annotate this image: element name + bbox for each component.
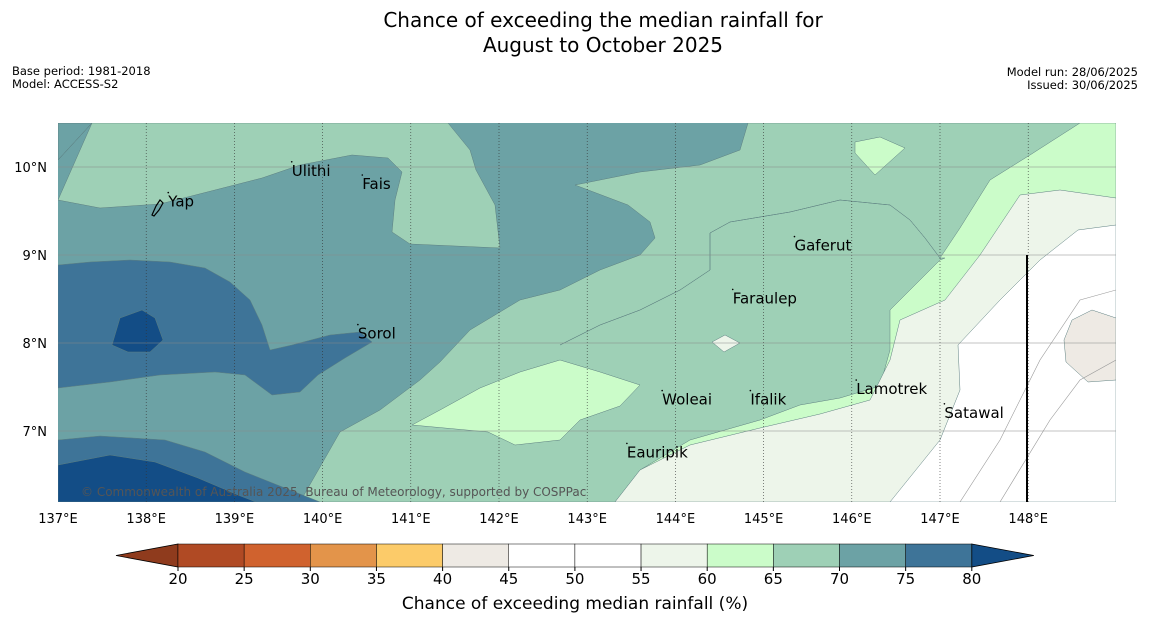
colorbar-segment — [905, 543, 973, 568]
longitude-tick-label: 147°E — [920, 512, 960, 527]
longitude-tick-label: 140°E — [303, 512, 343, 527]
colorbar-tick-label: 40 — [433, 570, 452, 588]
base-period: Base period: 1981-2018 — [12, 64, 151, 78]
place-label: Faraulep — [733, 289, 797, 307]
colorbar-tick-label: 30 — [301, 570, 320, 588]
colorbar-segment — [376, 543, 443, 568]
longitude-tick-label: 138°E — [126, 512, 166, 527]
colorbar-segment — [177, 543, 245, 568]
model-name: Model: ACCESS-S2 — [12, 77, 119, 91]
colorbar-tick-label: 55 — [632, 570, 651, 588]
colorbar-segment — [243, 543, 311, 568]
colorbar-segment — [310, 543, 377, 568]
place-label: Yap — [167, 193, 194, 211]
colorbar-tick-label: 65 — [764, 570, 783, 588]
title-line-2: August to October 2025 — [482, 33, 724, 57]
colorbar-tick-label: 70 — [830, 570, 849, 588]
place-marker — [361, 174, 364, 176]
colorbar-tick-label: 60 — [698, 570, 717, 588]
colorbar-segment — [839, 543, 906, 568]
model-run: Model run: 28/06/2025 — [1006, 65, 1138, 79]
latitude-tick-label: 8°N — [23, 337, 48, 352]
latitude-tick-label: 10°N — [14, 161, 47, 176]
place-label: Lamotrek — [856, 380, 927, 398]
place-label: Gaferut — [794, 237, 851, 255]
colorbar-under-arrow — [115, 543, 179, 568]
place-labels: Yap Ulithi Fais Gaferut Faraulep Sorol Woleai I… — [167, 161, 1004, 461]
region-80-plus — [58, 309, 257, 502]
longitude-tick-label: 144°E — [656, 512, 696, 527]
colorbar-segment — [773, 543, 840, 568]
meta-left: Base period: 1981-2018 Model: ACCESS-S2 — [12, 65, 151, 91]
colorbar-segment — [574, 543, 642, 568]
yap-island — [151, 199, 164, 217]
colorbar-segment — [706, 543, 774, 568]
colorbar-over-arrow — [971, 543, 1034, 568]
place-label: Eauripik — [627, 443, 688, 461]
longitude-tick-label: 141°E — [391, 512, 431, 527]
place-label: Fais — [362, 175, 391, 193]
longitude-tick-label: 145°E — [744, 512, 784, 527]
place-label: Sorol — [358, 325, 396, 343]
colorbar-label: Chance of exceeding median rainfall (%) — [401, 594, 749, 614]
place-marker — [749, 389, 752, 392]
latitude-labels: 10°N 9°N 8°N 7°N — [14, 161, 47, 440]
place-marker — [626, 442, 628, 445]
copyright-notice: © Commonwealth of Australia 2025, Bureau… — [81, 485, 586, 499]
colorbar-tick-label: 35 — [367, 570, 386, 588]
place-marker — [731, 288, 734, 291]
place-label: Ifalik — [750, 391, 786, 409]
region-65-70-northwest — [58, 123, 501, 249]
latitude-tick-label: 9°N — [23, 249, 48, 264]
place-marker — [943, 403, 946, 405]
title-line-1: Chance of exceeding the median rainfall … — [383, 8, 823, 32]
colorbar-tick-label: 75 — [896, 570, 915, 588]
longitude-tick-label: 148°E — [1008, 512, 1048, 527]
colorbar-tick-label: 45 — [499, 570, 518, 588]
place-marker — [357, 323, 359, 326]
region-50-55 — [889, 224, 1116, 502]
colorbar-segment — [508, 543, 576, 568]
colorbar-segment — [640, 543, 708, 568]
place-marker — [167, 191, 170, 194]
place-label: Satawal — [944, 404, 1003, 422]
colorbar-tick-label: 80 — [962, 570, 981, 588]
place-label: Woleai — [662, 391, 712, 409]
longitude-tick-label: 137°E — [38, 512, 78, 527]
place-marker — [290, 161, 293, 163]
latitude-tick-label: 7°N — [23, 425, 48, 440]
place-marker — [855, 379, 858, 381]
colorbar-tick-label: 50 — [565, 570, 584, 588]
longitude-labels: 137°E 138°E 139°E 140°E 141°E 142°E 143°E 144°E… — [38, 512, 1048, 527]
place-marker — [793, 235, 796, 238]
region-40-45 — [1063, 309, 1116, 383]
place-label: Ulithi — [292, 162, 331, 180]
longitude-tick-label: 143°E — [567, 512, 607, 527]
place-marker — [661, 389, 663, 392]
colorbar-tick-label: 25 — [235, 570, 254, 588]
contour-line-east-2 — [999, 359, 1116, 502]
longitude-tick-label: 142°E — [479, 512, 519, 527]
colorbar: 20 25 30 35 40 45 50 55 60 65 70 75 80 — [115, 543, 1034, 588]
issued-date: Issued: 30/06/2025 — [1027, 78, 1138, 92]
longitude-tick-label: 139°E — [215, 512, 255, 527]
graticule — [58, 123, 1116, 502]
colorbar-segment — [442, 543, 510, 568]
colorbar-tick-label: 20 — [168, 570, 187, 588]
map-title: Chance of exceeding the median rainfall … — [0, 8, 1150, 58]
contour-line-east — [959, 289, 1116, 502]
meta-right: Model run: 28/06/2025 Issued: 30/06/2025 — [1007, 66, 1138, 92]
longitude-tick-label: 146°E — [832, 512, 872, 527]
